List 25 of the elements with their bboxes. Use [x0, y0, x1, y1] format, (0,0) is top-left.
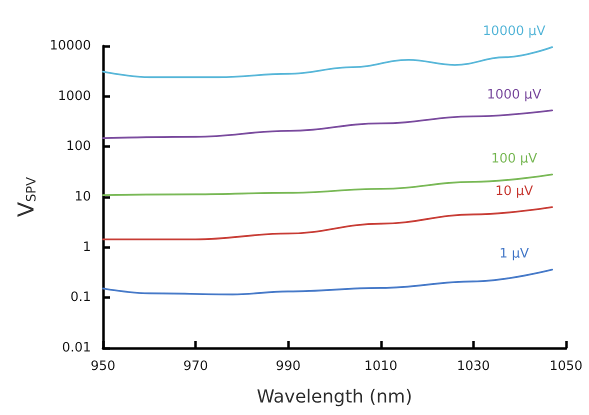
series-label: 1 μV [499, 246, 529, 262]
y-tick-label: 10 [74, 190, 91, 204]
y-axis-title: VSPV [14, 176, 40, 218]
line-series [102, 46, 554, 78]
series-label: 100 μV [491, 151, 538, 166]
y-tick-label: 0.1 [70, 290, 91, 306]
x-tick-label: 1010 [364, 359, 398, 374]
x-tick-label: 1050 [549, 359, 583, 374]
line-series [102, 268, 554, 296]
x-tick-label: 950 [90, 359, 116, 374]
y-tick-label: 1 [82, 240, 91, 255]
y-tick-label: 100 [66, 139, 91, 154]
x-tick-label: 1030 [456, 359, 490, 374]
x-tick-label: 990 [276, 359, 301, 374]
series-label: 1000 μV [486, 87, 542, 102]
line-series [102, 110, 554, 139]
x-tick-label: 970 [183, 359, 208, 374]
x-axis-title: Wavelength (nm) [256, 386, 412, 408]
y-tick-label: 1000 [58, 88, 91, 104]
line-series [102, 206, 554, 240]
line-series [102, 174, 554, 196]
series-label: 10 μV [495, 184, 534, 200]
y-tick-label: 10000 [50, 38, 91, 54]
series-label: 10000 μV [482, 24, 546, 40]
y-tick-label: 0.01 [62, 340, 91, 356]
